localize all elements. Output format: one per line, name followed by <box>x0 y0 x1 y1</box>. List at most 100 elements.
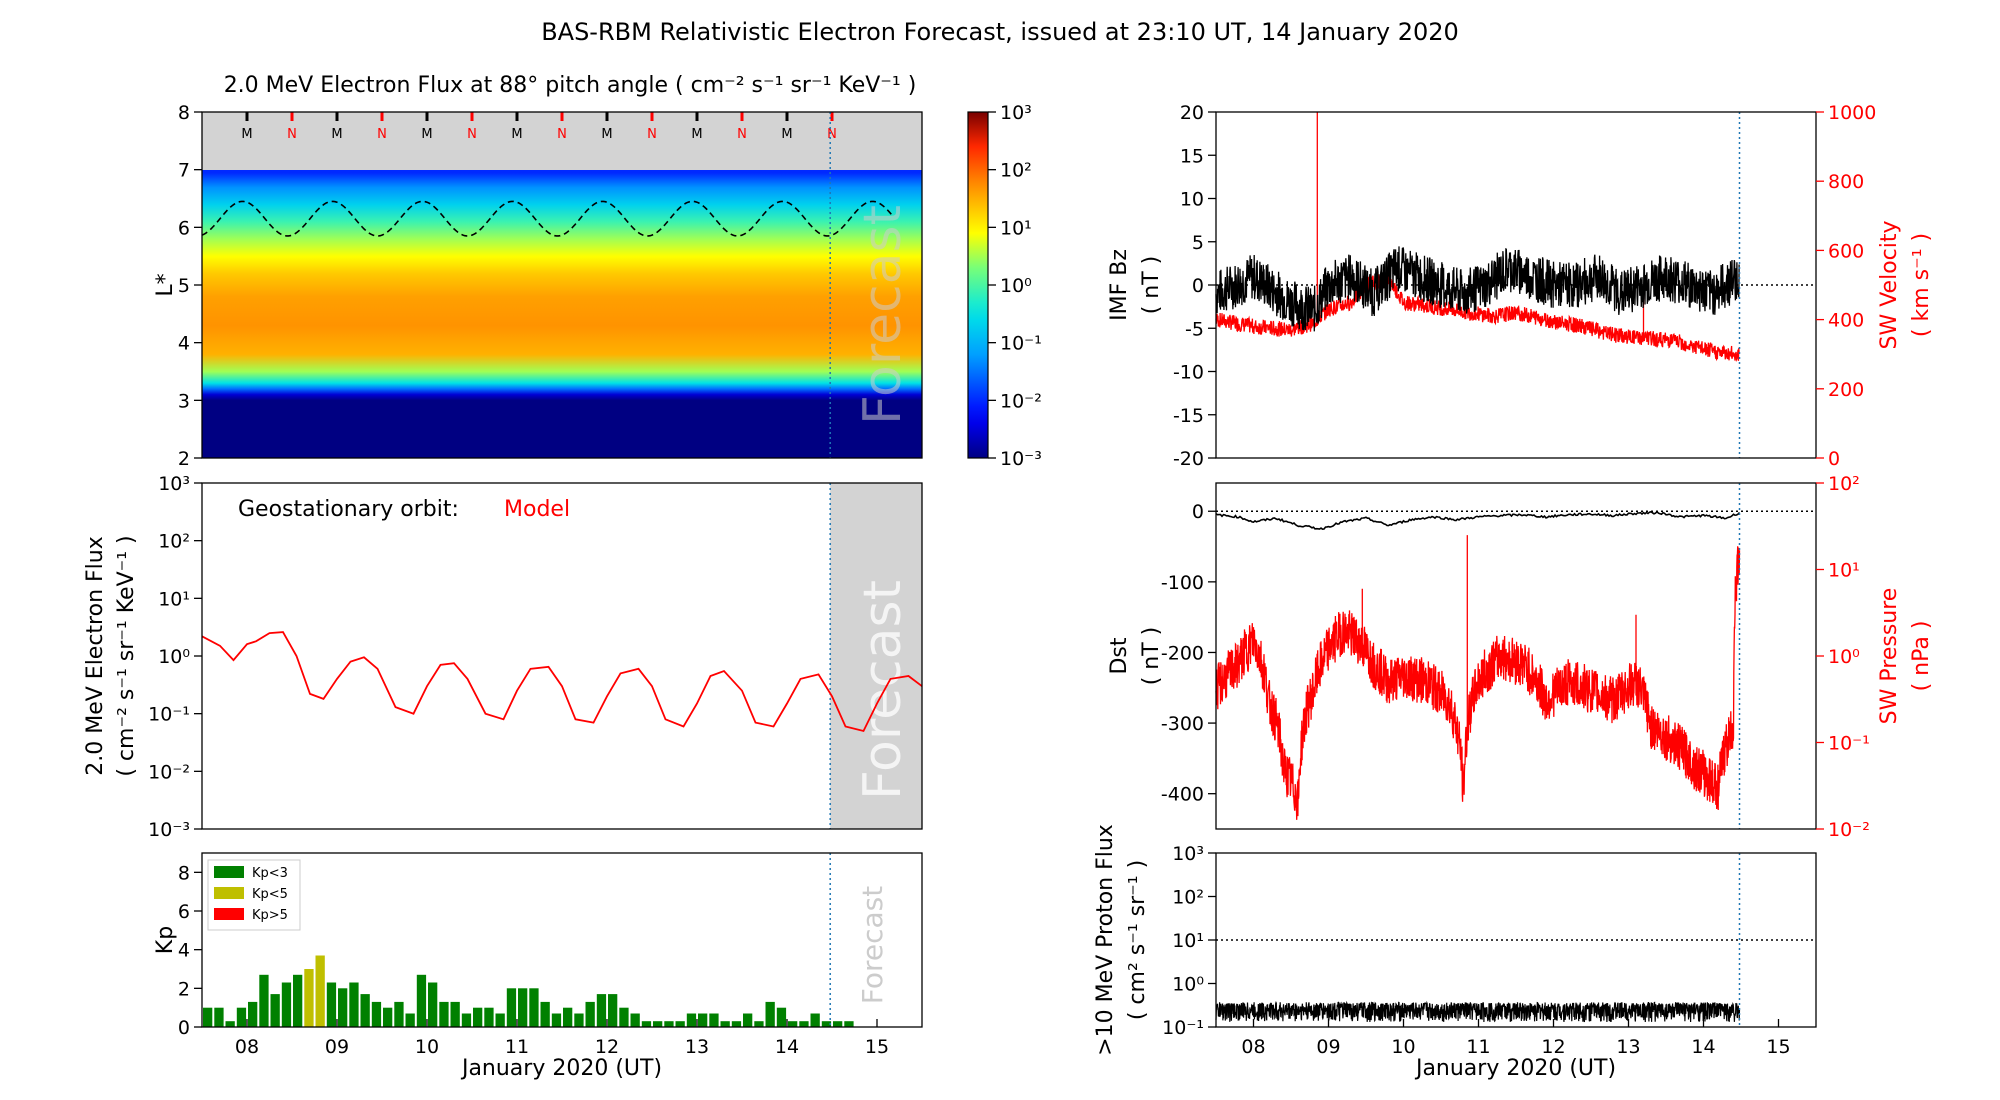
colorbar-fill <box>968 112 988 458</box>
geo-y-tick-label: 10⁻² <box>148 761 190 783</box>
kp-bar <box>225 1021 235 1027</box>
orbit-marker-label: M <box>331 127 342 142</box>
kp-bar <box>428 982 438 1027</box>
orbit-marker-label: M <box>781 127 792 142</box>
kp-bar <box>585 1001 595 1027</box>
kp-y-tick-label: 6 <box>178 901 190 923</box>
kp-x-tick-label: 14 <box>775 1036 799 1058</box>
sw-velocity-tick-label: 400 <box>1828 310 1864 332</box>
kp-ylabel: Kp <box>153 926 178 954</box>
proton-x-tick-label: 13 <box>1616 1036 1640 1058</box>
orbit-marker-label: M <box>691 127 702 142</box>
colorbar-tick-label: 10³ <box>1000 102 1032 124</box>
heatmap-y-tick-label: 6 <box>178 217 190 239</box>
imf-y-tick-label: 10 <box>1180 189 1204 211</box>
geo-flux-panel: Forecast Geostationary orbit: Model 10⁻³… <box>83 473 923 841</box>
geo-flux-frame <box>201 482 923 830</box>
proton-x-tick-label: 15 <box>1766 1036 1790 1058</box>
geo-ylabel: 2.0 MeV Electron Flux <box>83 536 108 776</box>
sw-pressure-tick-label: 10⁰ <box>1828 646 1860 668</box>
sw-velocity-tick-label: 600 <box>1828 240 1864 262</box>
kp-bar <box>821 1021 832 1027</box>
kp-bar <box>439 1001 449 1027</box>
sw-velocity-tick-label: 1000 <box>1828 102 1876 124</box>
kp-bar <box>540 1001 550 1027</box>
imf-y-tick-label: 5 <box>1192 232 1204 254</box>
dst-y-tick-label: -400 <box>1161 784 1204 806</box>
colorbar-tick-label: 10¹ <box>1000 217 1032 239</box>
kp-x-tick-label: 08 <box>235 1036 259 1058</box>
kp-bar <box>259 974 269 1027</box>
dst-y-tick-label: -100 <box>1161 572 1204 594</box>
kp-bar <box>574 1013 584 1027</box>
kp-bar <box>450 1001 460 1027</box>
imf-panel: -20 -15 -10 -5 0 5 10 15 20 0 200 400 600 800 1000 IM… <box>1107 102 1934 470</box>
kp-bar <box>844 1021 854 1027</box>
kp-bar <box>293 974 303 1027</box>
kp-bar <box>698 1013 708 1027</box>
geo-ylabel-unit: ( cm⁻² s⁻¹ sr⁻¹ KeV⁻¹ ) <box>114 535 139 776</box>
kp-bar <box>338 988 348 1027</box>
dst-ylabel-unit: ( nT ) <box>1139 627 1164 686</box>
kp-bar <box>203 1007 213 1027</box>
kp-bar <box>653 1021 663 1027</box>
kp-bar <box>563 1007 573 1027</box>
heatmap-field <box>202 170 922 458</box>
kp-bar <box>833 1021 843 1027</box>
heatmap-top-fill <box>202 112 922 170</box>
sw-pressure-label: SW Pressure <box>1877 588 1902 725</box>
proton-x-tick-label: 11 <box>1466 1036 1490 1058</box>
sw-pressure-tick-label: 10⁻² <box>1828 819 1870 841</box>
imf-y-tick-label: -10 <box>1173 362 1204 384</box>
kp-bar <box>383 1007 393 1027</box>
kp-bar <box>664 1021 674 1027</box>
dst-y-tick-label: 0 <box>1192 501 1204 523</box>
dst-series <box>1215 510 1741 531</box>
imf-ylabel-unit: ( nT ) <box>1139 256 1164 315</box>
sw-velocity-tick-label: 200 <box>1828 379 1864 401</box>
kp-forecast-label: Forecast <box>856 886 889 1005</box>
kp-bar <box>675 1021 685 1027</box>
sw-velocity-tick-label: 800 <box>1828 171 1864 193</box>
geo-y-tick-label: 10³ <box>158 473 190 495</box>
sw-pressure-tick-label: 10¹ <box>1828 560 1860 582</box>
proton-flux-series <box>1215 1000 1741 1023</box>
geo-y-tick-label: 10⁰ <box>158 646 190 668</box>
colorbar-tick-label: 10² <box>1000 160 1032 182</box>
orbit-marker-label: M <box>601 127 612 142</box>
imf-y-tick-label: 0 <box>1192 275 1204 297</box>
kp-x-tick-label: 12 <box>595 1036 619 1058</box>
orbit-marker-label: M <box>241 127 252 142</box>
sw-velocity-label: SW Velocity <box>1877 220 1902 349</box>
sw-pressure-axis: 10⁻² 10⁻¹ 10⁰ 10¹ 10² <box>1816 473 1870 841</box>
orbit-marker-label: N <box>287 127 297 142</box>
sw-velocity-series <box>1215 112 1740 363</box>
kp-bar <box>248 1001 258 1027</box>
kp-bar <box>551 1013 562 1027</box>
heatmap-forecast-label: Forecast <box>853 205 913 425</box>
colorbar-tick-label: 10⁻³ <box>1000 448 1042 470</box>
kp-bar <box>743 1013 753 1027</box>
kp-legend-swatch-low <box>214 866 244 878</box>
kp-bar <box>596 994 607 1027</box>
sw-velocity-axis: 0 200 400 600 800 1000 <box>1816 102 1876 470</box>
dst-y-tick-label: -300 <box>1161 713 1204 735</box>
kp-bar <box>810 1013 820 1027</box>
proton-panel: 10⁻¹ 10⁰ 10¹ 10² 10³ 08 09 10 11 12 13 14 15 >10 Me… <box>1093 824 1817 1081</box>
geo-model-series <box>201 631 923 733</box>
imf-y-tick-label: -5 <box>1185 318 1204 340</box>
kp-bar <box>326 982 337 1027</box>
kp-y-tick-label: 2 <box>178 978 190 1000</box>
kp-bar <box>236 1007 247 1027</box>
geo-y-tick-label: 10¹ <box>158 588 190 610</box>
kp-x-tick-label: 10 <box>415 1036 439 1058</box>
kp-bar <box>788 1021 798 1027</box>
kp-bar <box>405 1013 415 1027</box>
kp-bar <box>506 988 517 1027</box>
geo-annotation-value: Model <box>504 497 570 522</box>
proton-y-tick-label: 10⁻¹ <box>1162 1017 1204 1039</box>
